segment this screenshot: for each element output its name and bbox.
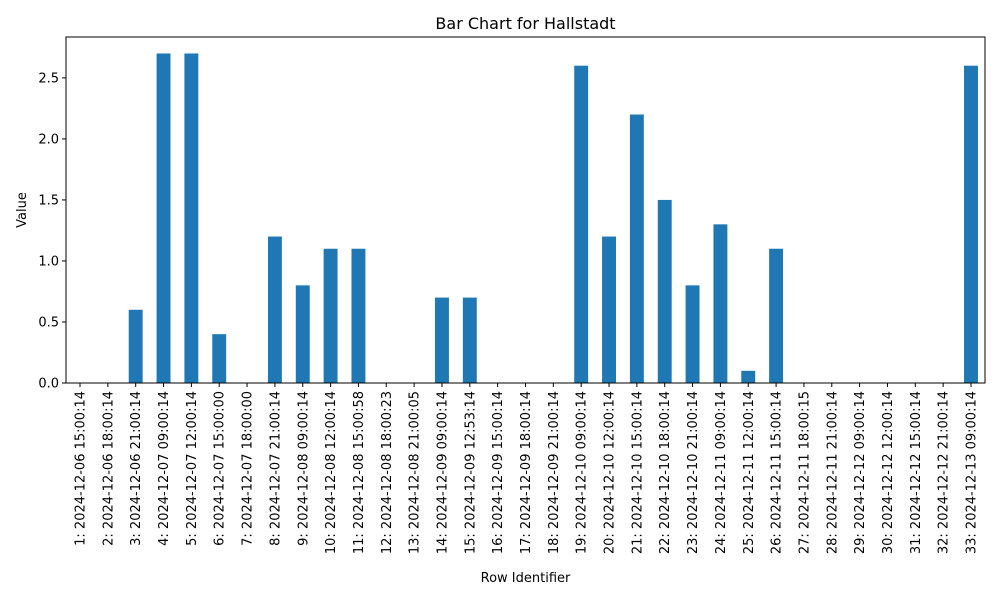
x-tick-label: 18: 2024-12-09 21:00:14 [547, 391, 562, 554]
y-tick-label: 1.0 [38, 254, 59, 269]
x-tick-label: 13: 2024-12-08 21:00:05 [408, 391, 423, 554]
x-tick-label: 10: 2024-12-08 12:00:14 [324, 391, 339, 554]
x-tick-label: 22: 2024-12-10 18:00:14 [658, 391, 673, 554]
y-tick-label: 2.0 [38, 132, 59, 147]
x-axis-ticks: 1: 2024-12-06 15:00:14 2: 2024-12-06 18:0… [74, 383, 980, 554]
x-tick-label: 1: 2024-12-06 15:00:14 [74, 391, 89, 546]
bar [602, 236, 616, 383]
x-tick-label: 4: 2024-12-07 09:00:14 [157, 391, 172, 546]
bar [128, 309, 143, 383]
x-tick-label: 11: 2024-12-08 15:00:58 [352, 391, 367, 554]
x-tick-label: 20: 2024-12-10 12:00:14 [603, 391, 618, 554]
bar [323, 248, 338, 383]
x-tick-label: 6: 2024-12-07 15:00:00 [213, 391, 228, 546]
y-axis-title: Value [15, 192, 30, 228]
bar [574, 65, 589, 384]
x-tick-label: 21: 2024-12-10 15:00:14 [630, 391, 645, 554]
bar [657, 199, 672, 383]
x-tick-label: 23: 2024-12-10 21:00:14 [686, 391, 701, 554]
x-tick-label: 29: 2024-12-12 09:00:14 [853, 391, 868, 554]
bar [964, 65, 978, 384]
x-tick-label: 8: 2024-12-07 21:00:14 [268, 391, 283, 546]
x-tick-label: 30: 2024-12-12 12:00:14 [881, 391, 896, 554]
plot-frame [65, 36, 986, 384]
bar [741, 370, 756, 383]
bar [435, 297, 449, 383]
bar [184, 53, 199, 383]
y-tick-label: 0.0 [38, 377, 59, 392]
x-tick-label: 3: 2024-12-06 21:00:14 [129, 391, 144, 546]
x-tick-label: 28: 2024-12-11 21:00:14 [825, 391, 840, 554]
x-tick-label: 16: 2024-12-09 15:00:14 [491, 391, 506, 554]
x-tick-label: 5: 2024-12-07 12:00:14 [185, 391, 200, 546]
bar [629, 114, 644, 383]
x-tick-label: 26: 2024-12-11 15:00:14 [770, 391, 785, 554]
x-axis-title: Row Identifier [481, 571, 571, 586]
chart-title: Bar Chart for Hallstadt [435, 14, 615, 33]
bar [351, 248, 366, 383]
y-axis-ticks: 0.0 0.5 1.0 1.5 2.0 2.5 [38, 71, 66, 392]
y-tick-label: 1.5 [38, 193, 59, 208]
x-tick-label: 33: 2024-12-13 09:00:14 [965, 391, 980, 554]
y-tick-label: 2.5 [38, 71, 59, 86]
bars-group [128, 53, 978, 384]
x-tick-label: 17: 2024-12-09 18:00:14 [519, 391, 534, 554]
bar [267, 236, 282, 383]
bar [295, 285, 310, 383]
x-tick-label: 27: 2024-12-11 18:00:15 [797, 391, 812, 554]
bar [156, 53, 171, 383]
bar [769, 248, 784, 383]
x-tick-label: 24: 2024-12-11 09:00:14 [714, 391, 729, 554]
bar [212, 334, 227, 383]
x-tick-label: 25: 2024-12-11 12:00:14 [742, 391, 757, 554]
x-tick-label: 2: 2024-12-06 18:00:14 [101, 391, 116, 546]
x-tick-label: 12: 2024-12-08 18:00:23 [380, 391, 395, 554]
y-tick-label: 0.5 [38, 315, 59, 330]
x-tick-label: 32: 2024-12-12 21:00:14 [937, 391, 952, 554]
x-tick-label: 14: 2024-12-09 09:00:14 [435, 391, 450, 554]
x-tick-label: 9: 2024-12-08 09:00:14 [296, 391, 311, 546]
x-tick-label: 15: 2024-12-09 12:53:14 [463, 391, 478, 554]
bar [462, 297, 477, 383]
bar [685, 285, 700, 383]
x-tick-label: 19: 2024-12-10 09:00:14 [575, 391, 590, 554]
x-tick-label: 7: 2024-12-07 18:00:00 [241, 391, 256, 546]
x-tick-label: 31: 2024-12-12 15:00:14 [909, 391, 924, 554]
bar [713, 224, 728, 383]
